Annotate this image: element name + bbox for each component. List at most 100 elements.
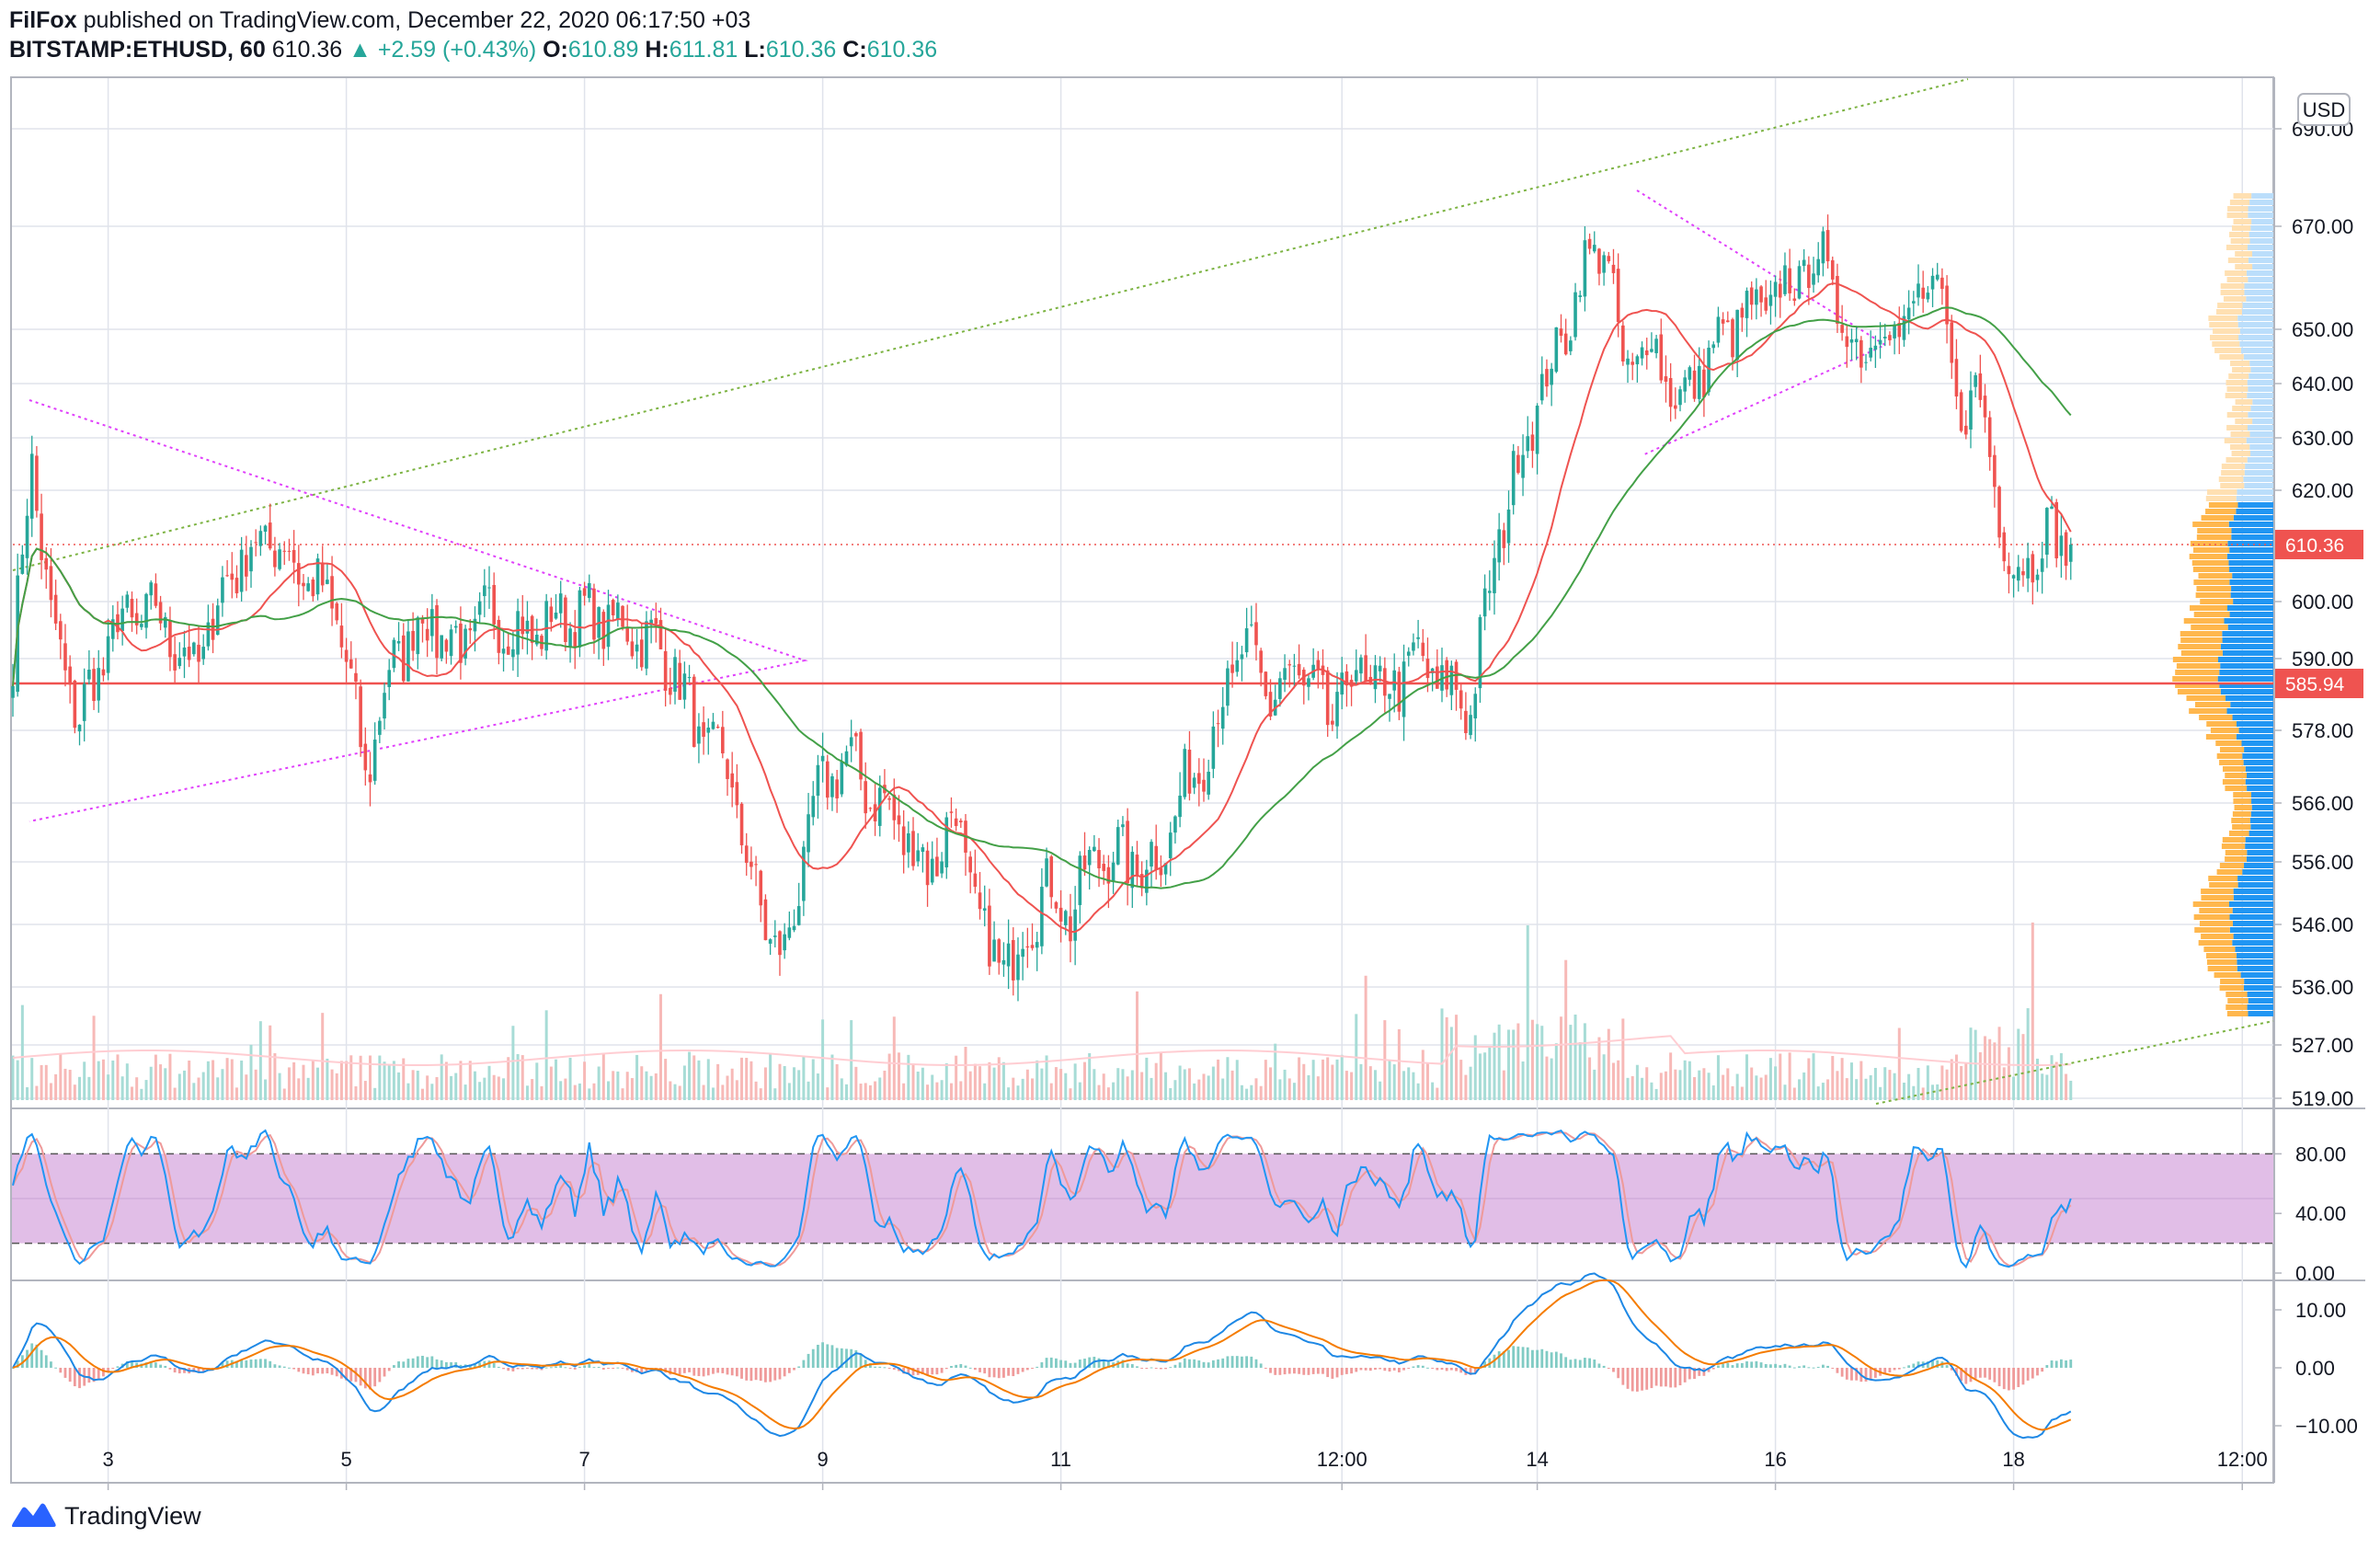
macd-histogram-bar: [1364, 1368, 1367, 1371]
vp-bar-down: [2175, 683, 2220, 688]
candle-body: [1244, 628, 1249, 653]
candle-body: [1692, 370, 1697, 399]
volume-bar: [1397, 1028, 1401, 1100]
candle-body: [2026, 557, 2030, 579]
vp-bar-up: [2222, 637, 2273, 643]
vp-bar-down: [2201, 515, 2234, 521]
macd-histogram-bar: [269, 1360, 272, 1368]
volume-bar: [1093, 1069, 1096, 1100]
vp-bar-up: [2245, 464, 2273, 469]
vp-bar-up: [2226, 708, 2273, 714]
volume-bar: [454, 1073, 458, 1100]
volume-bar: [297, 1078, 301, 1100]
candle-body: [1768, 294, 1773, 306]
vp-bar-up: [2249, 431, 2273, 437]
volume-bar: [1540, 1026, 1544, 1100]
macd-histogram-bar: [416, 1356, 419, 1368]
volume-bar: [1698, 1070, 1701, 1100]
candle-body: [1082, 855, 1087, 870]
candle-body: [134, 613, 139, 625]
vp-bar-up: [2236, 953, 2273, 958]
volume-bar: [1888, 1070, 1892, 1100]
volume-bar: [949, 1083, 953, 1100]
macd-histogram-bar: [749, 1368, 753, 1382]
vp-bar-down: [2210, 335, 2239, 340]
macd-histogram-bar: [559, 1364, 563, 1368]
candle-body: [864, 781, 868, 814]
vp-bar-up: [2247, 1004, 2273, 1010]
brand-logo[interactable]: TradingView: [11, 1501, 201, 1531]
volume-bar: [354, 1086, 358, 1100]
volume-bar: [883, 1070, 887, 1100]
vp-bar-up: [2222, 650, 2273, 656]
candle-body: [278, 549, 281, 569]
macd-histogram-bar: [2069, 1360, 2073, 1368]
macd-histogram-bar: [997, 1368, 1001, 1379]
candle-body: [1102, 864, 1106, 871]
price-change: +2.59 (+0.43%): [377, 37, 537, 63]
vp-bar-up: [2237, 882, 2273, 888]
vp-bar-down: [2176, 663, 2221, 669]
ma-slow-line: [12, 306, 2072, 889]
volume-bar: [63, 1068, 67, 1100]
candle-body: [1402, 661, 1406, 717]
signal-line: [12, 1279, 2072, 1431]
candle-body: [1969, 390, 1973, 430]
trading-chart[interactable]: 690.00670.00650.00640.00630.00620.00610.…: [0, 0, 2380, 1499]
volume-bar: [507, 1057, 510, 1100]
price-tick-label: 600.00: [2292, 591, 2353, 614]
candle-body: [1882, 337, 1887, 338]
macd-histogram-bar: [2031, 1368, 2034, 1379]
candle-body: [754, 864, 758, 866]
volume-bar: [1045, 1055, 1048, 1100]
volume-bar: [1669, 1052, 1673, 1100]
macd-histogram-bar: [1774, 1363, 1777, 1368]
author-name[interactable]: FilFox: [9, 7, 77, 33]
symbol-label[interactable]: BITSTAMP:ETHUSD, 60: [9, 37, 266, 63]
volume-bar: [345, 1061, 349, 1100]
vp-bar-down: [2210, 728, 2239, 733]
candle-body: [892, 794, 897, 820]
volume-bar: [1812, 1053, 1815, 1100]
macd-histogram-bar: [373, 1368, 377, 1387]
volume-bar: [1617, 1060, 1620, 1100]
candle-body: [2064, 532, 2068, 567]
macd-histogram-bar: [378, 1368, 382, 1383]
volume-bar: [735, 1080, 738, 1100]
vp-bar-down: [2172, 657, 2218, 662]
volume-bar: [1254, 1078, 1258, 1100]
macd-histogram-bar: [1759, 1362, 1763, 1368]
macd-histogram-bar: [1269, 1368, 1272, 1373]
candle-body: [235, 578, 239, 594]
macd-histogram-bar: [931, 1368, 934, 1375]
vp-bar-down: [2219, 747, 2245, 752]
candle-body: [663, 650, 668, 691]
time-tick-label: 12:00: [2217, 1448, 2268, 1471]
candle-body: [1778, 283, 1782, 298]
volume-bar: [588, 1088, 591, 1100]
currency-badge[interactable]: USD: [2297, 93, 2351, 126]
vp-bar-down: [2194, 927, 2230, 933]
candle-body: [2068, 545, 2073, 562]
macd-histogram-bar: [797, 1366, 801, 1368]
candle-body: [1688, 367, 1692, 380]
macd-histogram-bar: [1659, 1368, 1663, 1387]
volume-bar: [1344, 1071, 1348, 1100]
high-value: 611.81: [669, 37, 738, 63]
volume-bar: [487, 1065, 491, 1100]
candle-body: [1001, 959, 1006, 965]
volume-bar: [111, 1060, 115, 1100]
vp-bar-down: [2231, 225, 2251, 231]
volume-bar: [778, 1063, 782, 1100]
macd-histogram-bar: [1554, 1351, 1558, 1368]
vp-bar-up: [2241, 309, 2273, 315]
volume-bar: [1455, 1015, 1459, 1100]
volume-bar: [1106, 1087, 1110, 1100]
price-axis[interactable]: 690.00670.00650.00640.00630.00620.00610.…: [2274, 118, 2363, 1438]
macd-histogram-bar: [131, 1361, 133, 1368]
low-value: 610.36: [765, 37, 837, 63]
vp-bar-up: [2245, 766, 2273, 772]
macd-histogram-bar: [59, 1368, 63, 1373]
candle-body: [763, 899, 768, 941]
